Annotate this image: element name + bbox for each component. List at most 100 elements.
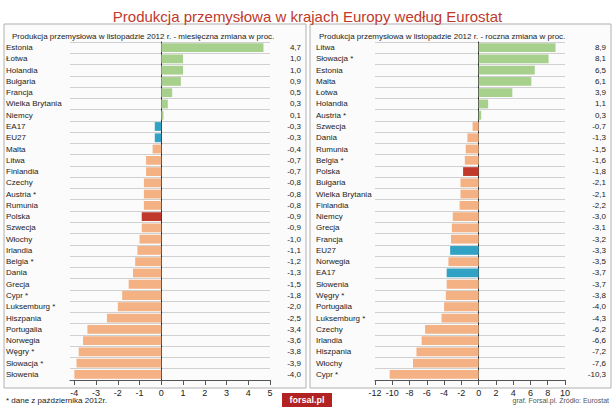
svg-text:Norwegia: Norwegia: [316, 257, 350, 266]
svg-text:EA17: EA17: [6, 122, 26, 131]
svg-text:Cypr *: Cypr *: [316, 370, 338, 379]
svg-text:Łotwa: Łotwa: [6, 54, 28, 63]
svg-text:-2,2: -2,2: [592, 201, 606, 210]
svg-text:Rumunia: Rumunia: [316, 145, 349, 154]
svg-text:-3,2: -3,2: [592, 235, 606, 244]
svg-text:Holandia: Holandia: [6, 66, 38, 75]
svg-text:Słowacja *: Słowacja *: [316, 54, 353, 63]
svg-text:-10,3: -10,3: [588, 370, 607, 379]
svg-text:Włochy: Włochy: [6, 235, 32, 244]
svg-text:-2,1: -2,1: [592, 190, 606, 199]
svg-text:8,1: 8,1: [595, 54, 607, 63]
svg-text:-3,1: -3,1: [592, 223, 606, 232]
svg-text:Litwa: Litwa: [6, 156, 25, 165]
svg-text:Bułgaria: Bułgaria: [316, 178, 346, 187]
svg-text:Czechy: Czechy: [316, 325, 343, 334]
svg-text:-2: -2: [114, 388, 122, 398]
svg-text:EU27: EU27: [316, 246, 337, 255]
svg-text:1,0: 1,0: [290, 54, 302, 63]
svg-text:4: 4: [246, 388, 251, 398]
svg-text:Polska: Polska: [316, 167, 341, 176]
svg-text:0: 0: [476, 388, 481, 398]
svg-text:-1,8: -1,8: [592, 167, 606, 176]
svg-text:-7,2: -7,2: [592, 347, 606, 356]
svg-text:-1,3: -1,3: [592, 133, 606, 142]
svg-text:-0,3: -0,3: [287, 133, 301, 142]
svg-text:-4,0: -4,0: [592, 302, 606, 311]
svg-text:EA17: EA17: [316, 268, 336, 277]
svg-text:Niemcy: Niemcy: [316, 212, 343, 221]
svg-text:Węgry *: Węgry *: [6, 347, 34, 356]
svg-text:-0,7: -0,7: [287, 156, 301, 165]
svg-text:0,3: 0,3: [290, 99, 302, 108]
svg-text:Hiszpania: Hiszpania: [6, 314, 42, 323]
svg-text:-6: -6: [423, 388, 431, 398]
svg-text:Belgia *: Belgia *: [316, 156, 344, 165]
svg-text:1: 1: [181, 388, 186, 398]
svg-text:-0,7: -0,7: [592, 122, 606, 131]
svg-text:-3,4: -3,4: [287, 325, 301, 334]
svg-text:5: 5: [267, 388, 272, 398]
svg-text:-3,9: -3,9: [287, 359, 301, 368]
svg-text:Luksemburg *: Luksemburg *: [316, 314, 365, 323]
svg-text:-0,9: -0,9: [287, 223, 301, 232]
svg-text:-1,2: -1,2: [287, 257, 301, 266]
svg-text:Norwegia: Norwegia: [6, 336, 40, 345]
svg-text:Polska: Polska: [6, 212, 31, 221]
svg-text:1,0: 1,0: [290, 66, 302, 75]
svg-text:0: 0: [159, 388, 164, 398]
svg-text:Francja: Francja: [6, 88, 33, 97]
svg-text:Finlandia: Finlandia: [6, 167, 39, 176]
svg-text:Węgry *: Węgry *: [316, 291, 344, 300]
svg-text:Słowenia: Słowenia: [316, 280, 349, 289]
svg-text:-10: -10: [386, 388, 399, 398]
svg-text:Rumunia: Rumunia: [6, 201, 39, 210]
svg-text:-4,0: -4,0: [287, 370, 301, 379]
svg-text:-3,5: -3,5: [592, 257, 606, 266]
svg-text:1,1: 1,1: [595, 99, 607, 108]
svg-text:Słowenia: Słowenia: [6, 370, 39, 379]
svg-text:Szwecja: Szwecja: [6, 223, 36, 232]
svg-text:0,5: 0,5: [290, 88, 302, 97]
svg-text:3: 3: [224, 388, 229, 398]
svg-text:-0,3: -0,3: [287, 122, 301, 131]
svg-text:10: 10: [560, 388, 570, 398]
svg-text:8,9: 8,9: [595, 43, 607, 52]
svg-text:0,9: 0,9: [290, 77, 302, 86]
svg-text:Luksemburg *: Luksemburg *: [6, 302, 55, 311]
svg-text:-6,6: -6,6: [592, 336, 606, 345]
svg-text:Grecja: Grecja: [6, 280, 30, 289]
svg-text:Finlandia: Finlandia: [316, 201, 349, 210]
svg-text:Produkcja przemysłowa w listop: Produkcja przemysłowa w listopadzie 2012…: [319, 32, 565, 41]
svg-text:-1,8: -1,8: [287, 291, 301, 300]
svg-text:-4: -4: [440, 388, 448, 398]
svg-text:-0,7: -0,7: [287, 167, 301, 176]
svg-text:2: 2: [202, 388, 207, 398]
svg-text:4: 4: [511, 388, 516, 398]
svg-text:-0,4: -0,4: [287, 145, 301, 154]
svg-text:Portugalia: Portugalia: [316, 302, 353, 311]
svg-text:-2,0: -2,0: [287, 302, 301, 311]
svg-text:2: 2: [493, 388, 498, 398]
svg-text:-8: -8: [406, 388, 414, 398]
svg-text:0,1: 0,1: [290, 111, 302, 120]
svg-text:-12: -12: [368, 388, 381, 398]
svg-text:-1,5: -1,5: [592, 145, 606, 154]
svg-text:-3,3: -3,3: [592, 246, 606, 255]
svg-text:Malta: Malta: [316, 77, 336, 86]
svg-text:Łotwa: Łotwa: [316, 88, 338, 97]
svg-text:Produkcja przemysłowa w listop: Produkcja przemysłowa w listopadzie 2012…: [12, 32, 274, 41]
svg-text:-3,7: -3,7: [592, 280, 606, 289]
svg-text:Estonia: Estonia: [316, 66, 343, 75]
svg-text:Litwa: Litwa: [316, 43, 335, 52]
svg-text:Wielka Brytania: Wielka Brytania: [316, 190, 372, 199]
svg-text:EU27: EU27: [6, 133, 27, 142]
svg-text:3,9: 3,9: [595, 88, 607, 97]
svg-text:Włochy: Włochy: [316, 359, 342, 368]
svg-text:-0,9: -0,9: [287, 212, 301, 221]
svg-text:-1,5: -1,5: [287, 280, 301, 289]
svg-text:-1,6: -1,6: [592, 156, 606, 165]
svg-text:-3,8: -3,8: [592, 291, 606, 300]
svg-text:Produkcja przemysłowa w krajac: Produkcja przemysłowa w krajach Europy w…: [113, 8, 503, 25]
svg-text:-0,8: -0,8: [287, 178, 301, 187]
